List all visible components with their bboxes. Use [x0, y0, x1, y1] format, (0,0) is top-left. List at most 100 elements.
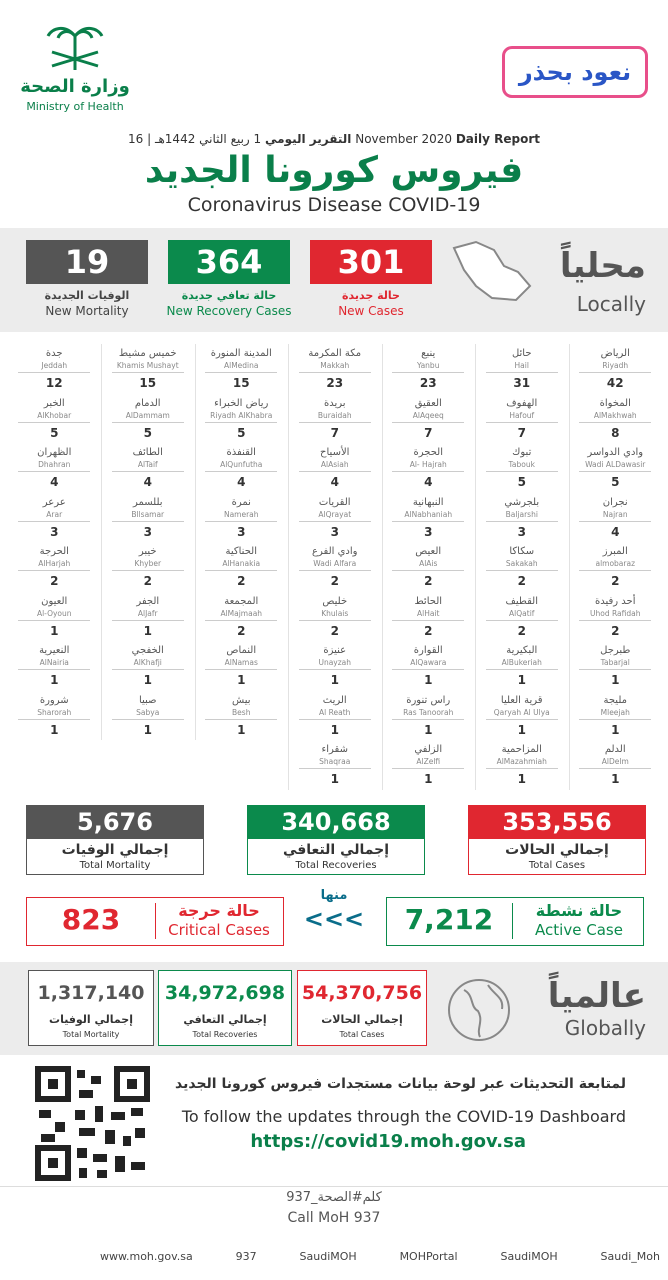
- critical-ar: حالة حرجة: [178, 901, 260, 920]
- city-count: 23: [326, 376, 344, 390]
- city-name-ar: الطائف: [132, 447, 163, 458]
- global-mortality-ar: إجمالي الوفيات: [49, 1013, 133, 1026]
- city-rule: [205, 570, 278, 571]
- city-count: 1: [330, 673, 339, 687]
- active-card: [386, 897, 644, 946]
- divider: [0, 1186, 668, 1187]
- city-cell: المبرز almobaraz 2: [573, 546, 659, 592]
- city-cell: المخواة AlMakhwah 8: [573, 398, 659, 444]
- city-count: 2: [517, 623, 526, 638]
- city-name-ar: الحرجة: [39, 546, 69, 557]
- city-rule: [579, 718, 652, 720]
- social-link[interactable]: Saudi_Moh: [600, 1250, 660, 1263]
- new-mortality-ar: الوفيات الجديدة: [44, 289, 130, 302]
- city-count: 4: [237, 475, 246, 489]
- social-link[interactable]: SaudiMOH: [299, 1250, 357, 1263]
- city-count: 1: [237, 722, 246, 737]
- city-name-ar: الرياض: [600, 348, 630, 359]
- follow-en: To follow the updates through the COVID-…: [181, 1107, 626, 1126]
- city-cell: رياض الخبراء Riyadh AlKhabra 5: [199, 398, 285, 444]
- city-count: 1: [143, 623, 152, 638]
- global-recoveries-card: [158, 970, 292, 1046]
- city-name-ar: الدمام: [134, 397, 161, 409]
- city-rule: [485, 718, 558, 720]
- city-cell: الريث Al Reath 1: [292, 695, 378, 741]
- critical-card: [26, 897, 284, 946]
- city-name-en: AlHarjah: [38, 559, 71, 568]
- city-rule: [205, 471, 278, 472]
- city-name-ar: حائل: [511, 348, 532, 359]
- city-name-en: Khulais: [321, 608, 349, 618]
- title-ar: فيروس كورونا الجديد: [144, 150, 524, 191]
- social-link[interactable]: www.moh.gov.sa: [100, 1250, 193, 1263]
- city-name-ar: مكة المكرمة: [308, 348, 362, 359]
- dashboard-url[interactable]: https://covid19.moh.gov.sa: [250, 1131, 526, 1152]
- city-name-ar: العيص: [415, 546, 442, 557]
- qr-code: [35, 1066, 150, 1181]
- city-rule: [392, 669, 465, 670]
- new-cases-value: 301: [310, 240, 432, 284]
- critical-en: Critical Cases: [168, 921, 270, 939]
- report-en: Daily Report: [455, 132, 540, 146]
- global-cases-card: [297, 970, 427, 1046]
- city-name-en: AlMedina: [224, 361, 259, 370]
- city-count: 5: [143, 425, 152, 440]
- city-count: 2: [424, 574, 433, 588]
- total-cases-value: 353,556: [468, 805, 646, 839]
- social-links: www.moh.gov.sa 937 SaudiMOH MOHPortal SaudiM…: [100, 1250, 660, 1263]
- city-name-en: AlKhafji: [133, 658, 162, 667]
- city-count: 1: [330, 722, 339, 737]
- city-count: 2: [424, 623, 433, 638]
- city-rule: [111, 372, 184, 373]
- city-count: 5: [517, 475, 526, 489]
- city-rule: [205, 372, 278, 373]
- city-rule: [579, 471, 652, 472]
- city-name-ar: أحد رفيدة: [594, 595, 636, 607]
- city-name-en: Al- Hajrah: [409, 460, 447, 469]
- city-name-ar: طبرجل: [600, 645, 631, 656]
- total-cases-ar: إجمالي الحالات: [505, 842, 609, 858]
- city-rule: [205, 421, 278, 423]
- city-cell: العيص AlAis 2: [386, 546, 472, 592]
- city-count: 4: [424, 475, 433, 489]
- city-count: 7: [330, 425, 339, 440]
- city-name-ar: المدينة المنورة: [210, 348, 272, 359]
- city-count: 1: [517, 722, 526, 737]
- active-en: Active Case: [535, 921, 623, 939]
- city-cell: أحد رفيدة Uhod Rafidah 2: [573, 596, 659, 642]
- city-rule: [111, 718, 184, 720]
- city-cell: نمرة Namerah 3: [199, 497, 285, 543]
- city-name-ar: خليص: [322, 595, 348, 607]
- city-rule: [205, 718, 278, 720]
- city-name-en: AlAqeeq: [412, 410, 444, 420]
- city-name-ar: الأسياح: [320, 447, 350, 458]
- city-name-ar: تبوك: [512, 447, 532, 458]
- city-name-en: Sharorah: [37, 707, 72, 717]
- city-rule: [298, 669, 371, 670]
- city-rule: [111, 669, 184, 670]
- of-which: منها: [320, 888, 348, 903]
- social-link[interactable]: MOHPortal: [399, 1250, 458, 1263]
- city-name-ar: الظهران: [37, 447, 72, 458]
- city-count: 4: [50, 475, 59, 489]
- city-cell: تبوك Tabouk 5: [479, 447, 565, 493]
- city-cell: النماص AlNamas 1: [199, 645, 285, 691]
- city-name-en: Mleejah: [600, 707, 630, 717]
- city-name-en: Arar: [46, 509, 63, 519]
- city-name-ar: النعيرية: [39, 645, 70, 656]
- city-name-en: AlKhobar: [37, 410, 72, 420]
- city-cell: القريات AlQrayat 3: [292, 497, 378, 543]
- city-name-ar: وادي الدواسر: [587, 447, 644, 458]
- city-cell: القوارة AlQawara 1: [386, 645, 472, 691]
- global-mortality-value: 1,317,140: [37, 982, 145, 1004]
- city-rule: [485, 372, 558, 373]
- city-name-ar: المخواة: [599, 397, 631, 409]
- city-rule: [579, 520, 652, 522]
- city-name-en: AlQawara: [410, 658, 447, 667]
- city-name-en: AlDelm: [601, 757, 629, 766]
- city-rule: [18, 619, 91, 621]
- city-cell: الأسياح AlAsiah 4: [292, 447, 378, 493]
- social-link[interactable]: 937: [235, 1250, 257, 1263]
- city-count: 8: [611, 425, 620, 440]
- social-link[interactable]: SaudiMOH: [500, 1250, 558, 1263]
